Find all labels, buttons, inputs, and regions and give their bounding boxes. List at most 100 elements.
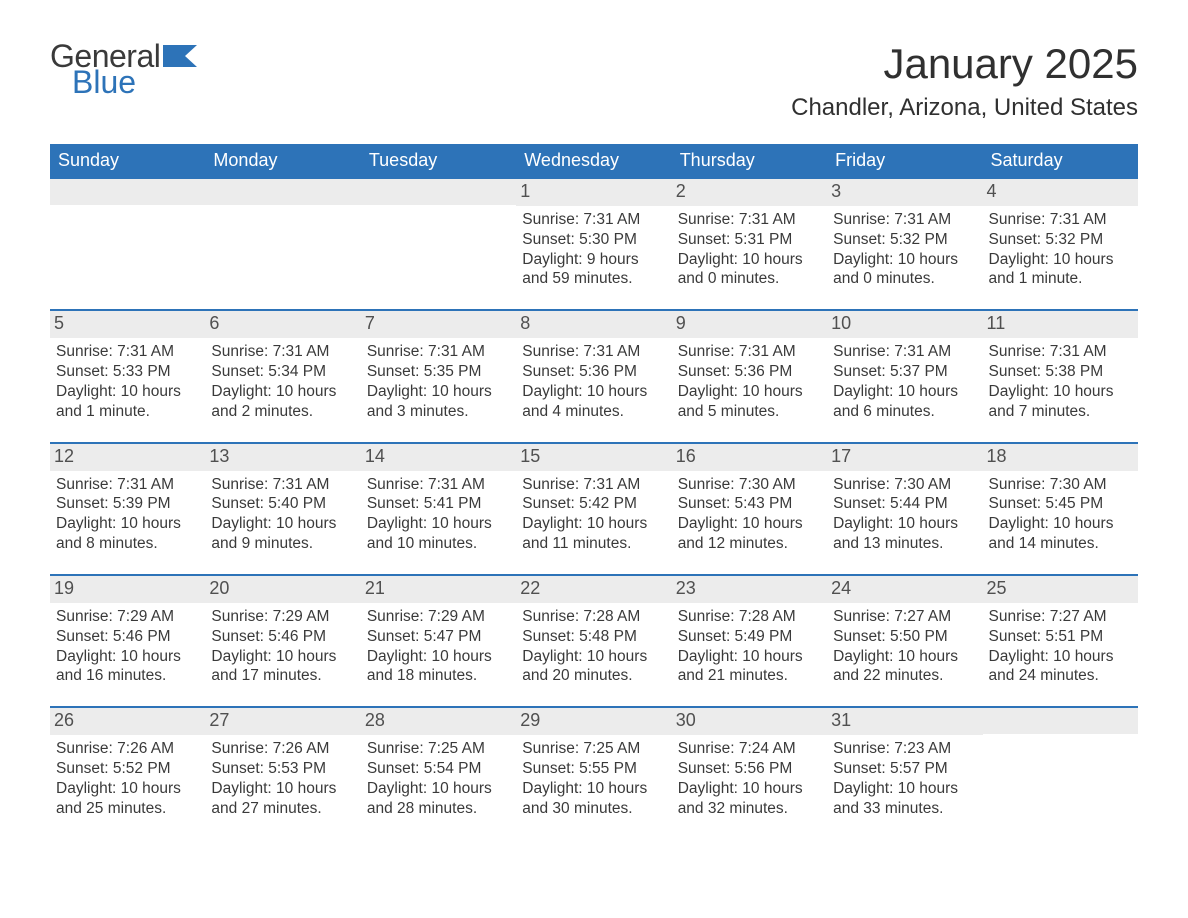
- day-number: 10: [827, 311, 982, 338]
- sunset-text: Sunset: 5:36 PM: [678, 362, 821, 382]
- flag-icon: [163, 40, 197, 72]
- day-number: 20: [205, 576, 360, 603]
- day-cell: 20Sunrise: 7:29 AMSunset: 5:46 PMDayligh…: [205, 576, 360, 692]
- sunrise-text: Sunrise: 7:24 AM: [678, 739, 821, 759]
- sunset-text: Sunset: 5:51 PM: [989, 627, 1132, 647]
- day-info: Sunrise: 7:29 AMSunset: 5:47 PMDaylight:…: [367, 607, 510, 686]
- day-cell: 12 Sunrise: 7:31 AMSunset: 5:39 PMDayligh…: [50, 444, 205, 560]
- day-info: Sunrise: 7:31 AMSunset: 5:35 PMDaylight:…: [367, 342, 510, 421]
- sunrise-text: Sunrise: 7:31 AM: [522, 210, 665, 230]
- dow-tuesday: Tuesday: [361, 144, 516, 179]
- day-info: Sunrise: 7:31 AMSunset: 5:36 PMDaylight:…: [522, 342, 665, 421]
- weeks-container: 1Sunrise: 7:31 AMSunset: 5:30 PMDaylight…: [50, 179, 1138, 825]
- daylight-text: Daylight: 10 hours and 7 minutes.: [989, 382, 1132, 422]
- day-cell: [50, 179, 205, 295]
- day-info: Sunrise: 7:27 AMSunset: 5:51 PMDaylight:…: [989, 607, 1132, 686]
- sunrise-text: Sunrise: 7:31 AM: [367, 342, 510, 362]
- day-cell: 10 Sunrise: 7:31 AMSunset: 5:37 PMDayligh…: [827, 311, 982, 427]
- day-info: Sunrise: 7:31 AMSunset: 5:42 PMDaylight:…: [522, 475, 665, 554]
- day-cell: 18Sunrise: 7:30 AMSunset: 5:45 PMDayligh…: [983, 444, 1138, 560]
- sunrise-text: Sunrise: 7:31 AM: [833, 342, 976, 362]
- day-info: Sunrise: 7:26 AMSunset: 5:52 PMDaylight:…: [56, 739, 199, 818]
- daylight-text: Daylight: 10 hours and 0 minutes.: [833, 250, 976, 290]
- sunrise-text: Sunrise: 7:30 AM: [678, 475, 821, 495]
- daylight-text: Daylight: 10 hours and 4 minutes.: [522, 382, 665, 422]
- day-info: Sunrise: 7:30 AMSunset: 5:45 PMDaylight:…: [989, 475, 1132, 554]
- sunset-text: Sunset: 5:47 PM: [367, 627, 510, 647]
- day-info: Sunrise: 7:31 AMSunset: 5:33 PMDaylight:…: [56, 342, 199, 421]
- day-number: 4: [983, 179, 1138, 206]
- daylight-text: Daylight: 10 hours and 28 minutes.: [367, 779, 510, 819]
- day-cell: 30Sunrise: 7:24 AMSunset: 5:56 PMDayligh…: [672, 708, 827, 824]
- logo: General Blue: [50, 40, 197, 98]
- sunrise-text: Sunrise: 7:31 AM: [211, 342, 354, 362]
- day-cell: 17Sunrise: 7:30 AMSunset: 5:44 PMDayligh…: [827, 444, 982, 560]
- sunset-text: Sunset: 5:36 PM: [522, 362, 665, 382]
- sunset-text: Sunset: 5:35 PM: [367, 362, 510, 382]
- day-info: Sunrise: 7:27 AMSunset: 5:50 PMDaylight:…: [833, 607, 976, 686]
- day-cell: 2Sunrise: 7:31 AMSunset: 5:31 PMDaylight…: [672, 179, 827, 295]
- day-cell: 25 Sunrise: 7:27 AMSunset: 5:51 PMDayligh…: [983, 576, 1138, 692]
- daylight-text: Daylight: 10 hours and 16 minutes.: [56, 647, 199, 687]
- daylight-text: Daylight: 10 hours and 6 minutes.: [833, 382, 976, 422]
- day-info: Sunrise: 7:31 AMSunset: 5:32 PMDaylight:…: [989, 210, 1132, 289]
- sunset-text: Sunset: 5:57 PM: [833, 759, 976, 779]
- day-info: Sunrise: 7:25 AMSunset: 5:55 PMDaylight:…: [522, 739, 665, 818]
- day-info: Sunrise: 7:31 AMSunset: 5:30 PMDaylight:…: [522, 210, 665, 289]
- day-info: Sunrise: 7:31 AMSunset: 5:31 PMDaylight:…: [678, 210, 821, 289]
- sunrise-text: Sunrise: 7:31 AM: [522, 342, 665, 362]
- day-cell: 29 Sunrise: 7:25 AMSunset: 5:55 PMDayligh…: [516, 708, 671, 824]
- dow-sunday: Sunday: [50, 144, 205, 179]
- calendar-page: General Blue January 2025 Chandler, Ariz…: [0, 0, 1188, 885]
- week-row: 26Sunrise: 7:26 AMSunset: 5:52 PMDayligh…: [50, 706, 1138, 824]
- day-number: [205, 179, 360, 205]
- day-cell: [983, 708, 1138, 824]
- day-info: Sunrise: 7:31 AMSunset: 5:40 PMDaylight:…: [211, 475, 354, 554]
- day-cell: 5Sunrise: 7:31 AMSunset: 5:33 PMDaylight…: [50, 311, 205, 427]
- sunrise-text: Sunrise: 7:31 AM: [678, 342, 821, 362]
- sunset-text: Sunset: 5:38 PM: [989, 362, 1132, 382]
- week-row: 5Sunrise: 7:31 AMSunset: 5:33 PMDaylight…: [50, 309, 1138, 427]
- day-number: 27: [205, 708, 360, 735]
- daylight-text: Daylight: 9 hours and 59 minutes.: [522, 250, 665, 290]
- sunset-text: Sunset: 5:37 PM: [833, 362, 976, 382]
- daylight-text: Daylight: 10 hours and 9 minutes.: [211, 514, 354, 554]
- day-number: 29: [516, 708, 671, 735]
- sunrise-text: Sunrise: 7:31 AM: [367, 475, 510, 495]
- day-number: 25: [983, 576, 1138, 603]
- day-cell: 6Sunrise: 7:31 AMSunset: 5:34 PMDaylight…: [205, 311, 360, 427]
- sunset-text: Sunset: 5:55 PM: [522, 759, 665, 779]
- daylight-text: Daylight: 10 hours and 30 minutes.: [522, 779, 665, 819]
- sunrise-text: Sunrise: 7:31 AM: [678, 210, 821, 230]
- sunset-text: Sunset: 5:56 PM: [678, 759, 821, 779]
- day-cell: 14Sunrise: 7:31 AMSunset: 5:41 PMDayligh…: [361, 444, 516, 560]
- day-cell: 15Sunrise: 7:31 AMSunset: 5:42 PMDayligh…: [516, 444, 671, 560]
- day-info: Sunrise: 7:31 AMSunset: 5:41 PMDaylight:…: [367, 475, 510, 554]
- sunrise-text: Sunrise: 7:28 AM: [522, 607, 665, 627]
- daylight-text: Daylight: 10 hours and 20 minutes.: [522, 647, 665, 687]
- dow-thursday: Thursday: [672, 144, 827, 179]
- day-cell: 27Sunrise: 7:26 AMSunset: 5:53 PMDayligh…: [205, 708, 360, 824]
- day-number: 19: [50, 576, 205, 603]
- daylight-text: Daylight: 10 hours and 1 minute.: [989, 250, 1132, 290]
- daylight-text: Daylight: 10 hours and 8 minutes.: [56, 514, 199, 554]
- sunset-text: Sunset: 5:33 PM: [56, 362, 199, 382]
- sunrise-text: Sunrise: 7:31 AM: [522, 475, 665, 495]
- day-info: Sunrise: 7:28 AMSunset: 5:49 PMDaylight:…: [678, 607, 821, 686]
- sunset-text: Sunset: 5:54 PM: [367, 759, 510, 779]
- sunset-text: Sunset: 5:42 PM: [522, 494, 665, 514]
- page-title: January 2025: [791, 40, 1138, 88]
- day-number: 7: [361, 311, 516, 338]
- day-cell: 19Sunrise: 7:29 AMSunset: 5:46 PMDayligh…: [50, 576, 205, 692]
- sunset-text: Sunset: 5:53 PM: [211, 759, 354, 779]
- day-number: 22: [516, 576, 671, 603]
- sunrise-text: Sunrise: 7:29 AM: [211, 607, 354, 627]
- daylight-text: Daylight: 10 hours and 0 minutes.: [678, 250, 821, 290]
- daylight-text: Daylight: 10 hours and 27 minutes.: [211, 779, 354, 819]
- sunset-text: Sunset: 5:46 PM: [211, 627, 354, 647]
- day-number: 21: [361, 576, 516, 603]
- daylight-text: Daylight: 10 hours and 12 minutes.: [678, 514, 821, 554]
- day-number: 12: [50, 444, 205, 471]
- day-info: Sunrise: 7:31 AMSunset: 5:39 PMDaylight:…: [56, 475, 199, 554]
- sunset-text: Sunset: 5:31 PM: [678, 230, 821, 250]
